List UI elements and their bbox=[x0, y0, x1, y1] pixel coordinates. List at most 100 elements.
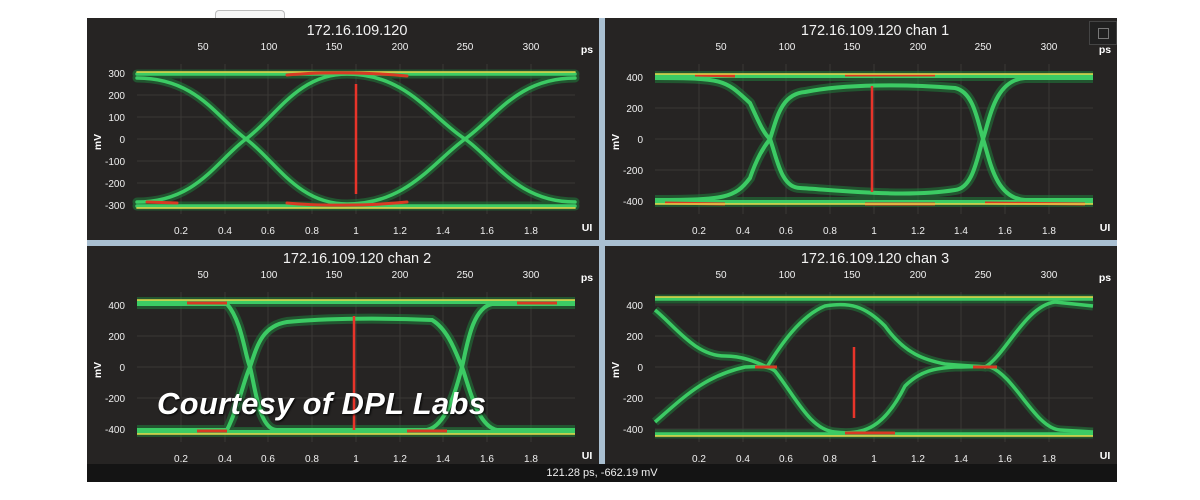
ui-tick: 0.6 bbox=[779, 454, 793, 464]
eye-traces bbox=[132, 69, 580, 211]
mv-tick: 0 bbox=[119, 363, 125, 374]
ps-tick: 200 bbox=[392, 42, 409, 53]
ps-tick: 200 bbox=[392, 270, 409, 281]
mv-tick-labels: 400 200 0 -200 -400 bbox=[105, 301, 125, 436]
eye-traces bbox=[137, 297, 575, 437]
watermark-text: Courtesy of DPL Labs bbox=[157, 386, 487, 421]
ps-tick: 200 bbox=[910, 42, 927, 53]
ps-tick: 50 bbox=[197, 42, 209, 53]
ps-tick: 100 bbox=[779, 42, 796, 53]
mv-tick: 400 bbox=[626, 73, 643, 84]
ps-tick: 150 bbox=[844, 42, 861, 53]
eye-diagram-plot[interactable]: 172.16.109.120 50 100 150 200 250 300 ps… bbox=[87, 18, 599, 240]
ui-tick: 1 bbox=[871, 226, 877, 237]
mv-tick: -300 bbox=[105, 201, 125, 212]
ui-tick: 1.4 bbox=[436, 454, 450, 464]
mv-tick: 0 bbox=[637, 363, 643, 374]
eye-panel-main[interactable]: 172.16.109.120 50 100 150 200 250 300 ps… bbox=[87, 18, 599, 240]
ps-tick: 250 bbox=[457, 42, 474, 53]
eye-diagram-plot[interactable]: 172.16.109.120 chan 2 50 100 150 200 250… bbox=[87, 246, 599, 464]
eye-diagram-plot[interactable]: 172.16.109.120 chan 1 50 100 150 200 250… bbox=[605, 18, 1117, 240]
mv-tick: -100 bbox=[105, 157, 125, 168]
ui-tick: 0.2 bbox=[174, 226, 188, 237]
ps-tick: 300 bbox=[523, 270, 540, 281]
mv-tick: -200 bbox=[623, 166, 643, 177]
ui-tick: 0.2 bbox=[174, 454, 188, 464]
ps-tick: 300 bbox=[1041, 42, 1058, 53]
ui-tick: 1.8 bbox=[524, 454, 538, 464]
ui-tick: 1.8 bbox=[1042, 226, 1056, 237]
ui-tick: 0.6 bbox=[779, 226, 793, 237]
eye-diagram-window: 172.16.109.120 50 100 150 200 250 300 ps… bbox=[87, 18, 1117, 482]
ui-tick: 1.8 bbox=[1042, 454, 1056, 464]
ui-tick-labels: 0.2 0.4 0.6 0.8 1 1.2 1.4 1.6 1.8 bbox=[174, 226, 538, 237]
x-bottom-unit: UI bbox=[582, 450, 593, 462]
window-tab[interactable] bbox=[215, 10, 285, 19]
ps-tick-labels: 50 100 150 200 250 300 bbox=[715, 270, 1057, 281]
ps-tick: 50 bbox=[715, 270, 727, 281]
ps-tick: 250 bbox=[975, 270, 992, 281]
panel-title: 172.16.109.120 chan 1 bbox=[801, 23, 949, 39]
ui-tick: 1 bbox=[871, 454, 877, 464]
x-top-unit: ps bbox=[581, 44, 593, 56]
ui-tick: 0.4 bbox=[736, 226, 750, 237]
ps-tick: 50 bbox=[197, 270, 209, 281]
eye-panel-chan-3[interactable]: 172.16.109.120 chan 3 50 100 150 200 250… bbox=[605, 246, 1117, 464]
mv-tick: -400 bbox=[105, 425, 125, 436]
ui-tick: 0.8 bbox=[823, 454, 837, 464]
ui-tick-labels: 0.2 0.4 0.6 0.8 1 1.2 1.4 1.6 1.8 bbox=[174, 454, 538, 464]
ui-tick: 1 bbox=[353, 454, 359, 464]
ps-tick: 300 bbox=[523, 42, 540, 53]
ps-tick: 100 bbox=[779, 270, 796, 281]
ui-tick: 1.6 bbox=[480, 454, 494, 464]
ui-tick: 1.2 bbox=[393, 226, 407, 237]
ui-tick: 0.8 bbox=[305, 454, 319, 464]
y-unit: mV bbox=[610, 362, 622, 378]
ui-tick: 0.8 bbox=[823, 226, 837, 237]
ui-tick: 1.6 bbox=[998, 454, 1012, 464]
ui-tick: 1.8 bbox=[524, 226, 538, 237]
x-bottom-unit: UI bbox=[1100, 450, 1111, 462]
eye-panel-chan-2[interactable]: 172.16.109.120 chan 2 50 100 150 200 250… bbox=[87, 246, 599, 464]
panel-title: 172.16.109.120 bbox=[307, 23, 408, 39]
mv-tick: -200 bbox=[105, 179, 125, 190]
ui-tick: 0.4 bbox=[218, 454, 232, 464]
y-unit: mV bbox=[92, 362, 104, 378]
ui-tick: 0.2 bbox=[692, 454, 706, 464]
ui-tick: 0.6 bbox=[261, 454, 275, 464]
ui-tick: 1.4 bbox=[954, 454, 968, 464]
ui-tick: 1.2 bbox=[911, 226, 925, 237]
ps-tick: 50 bbox=[715, 42, 727, 53]
ps-tick: 250 bbox=[975, 42, 992, 53]
mv-tick-labels: 300 200 100 0 -100 -200 -300 bbox=[105, 69, 125, 212]
mv-tick: 300 bbox=[108, 69, 125, 80]
ui-tick: 1.4 bbox=[954, 226, 968, 237]
mv-tick: -200 bbox=[623, 394, 643, 405]
mv-tick: 0 bbox=[119, 135, 125, 146]
ps-tick-labels: 50 100 150 200 250 300 bbox=[197, 270, 539, 281]
eye-diagram-plot[interactable]: 172.16.109.120 chan 3 50 100 150 200 250… bbox=[605, 246, 1117, 464]
mv-tick: 200 bbox=[108, 91, 125, 102]
ui-tick: 1.2 bbox=[393, 454, 407, 464]
ui-tick: 0.4 bbox=[736, 454, 750, 464]
ui-tick: 0.2 bbox=[692, 226, 706, 237]
ps-tick: 100 bbox=[261, 42, 278, 53]
ps-tick: 150 bbox=[326, 42, 343, 53]
mv-tick: 400 bbox=[626, 301, 643, 312]
ui-tick: 1 bbox=[353, 226, 359, 237]
mv-tick: 200 bbox=[108, 332, 125, 343]
mv-tick: 100 bbox=[108, 113, 125, 124]
panel-title: 172.16.109.120 chan 3 bbox=[801, 251, 949, 267]
ui-tick: 0.6 bbox=[261, 226, 275, 237]
eye-traces bbox=[654, 71, 1093, 207]
mv-tick-labels: 400 200 0 -200 -400 bbox=[623, 73, 643, 208]
ui-tick: 1.6 bbox=[480, 226, 494, 237]
eye-panel-chan-1[interactable]: 172.16.109.120 chan 1 50 100 150 200 250… bbox=[605, 18, 1117, 240]
y-unit: mV bbox=[92, 134, 104, 150]
mv-tick: -400 bbox=[623, 197, 643, 208]
maximize-icon[interactable] bbox=[1089, 21, 1117, 45]
ps-tick: 250 bbox=[457, 270, 474, 281]
ps-tick: 150 bbox=[844, 270, 861, 281]
x-bottom-unit: UI bbox=[1100, 222, 1111, 234]
ui-tick: 0.4 bbox=[218, 226, 232, 237]
